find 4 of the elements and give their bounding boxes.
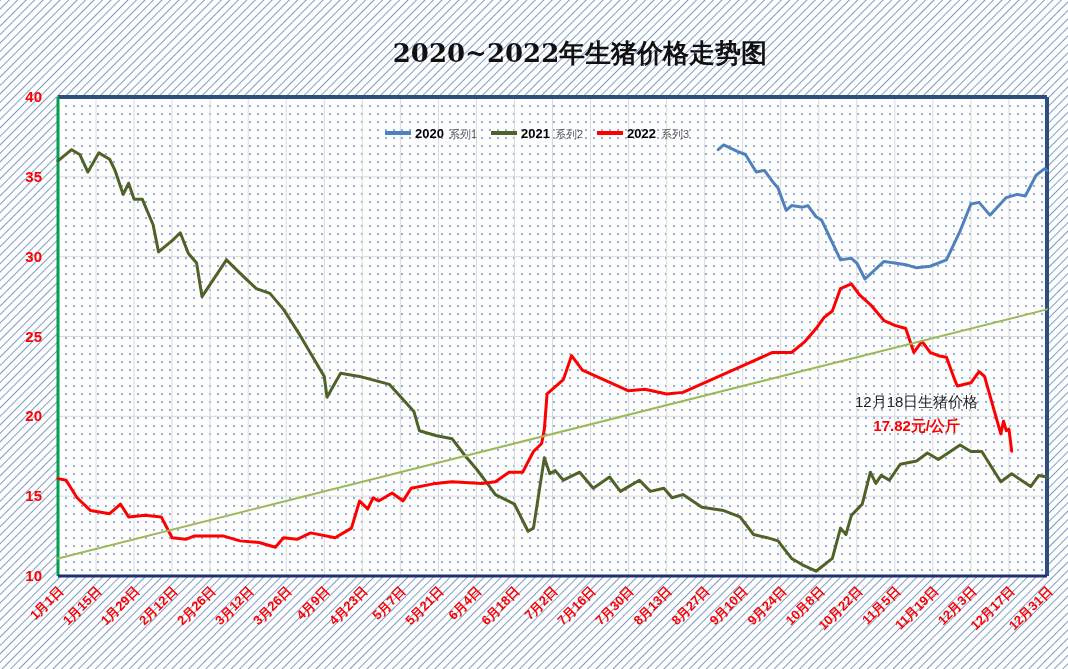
- legend-label: 2022: [627, 126, 656, 141]
- title: 2020~2022年生猪价格走势图: [392, 38, 768, 68]
- legend-label: 2021: [521, 126, 550, 141]
- legend-label: 2020: [415, 126, 444, 141]
